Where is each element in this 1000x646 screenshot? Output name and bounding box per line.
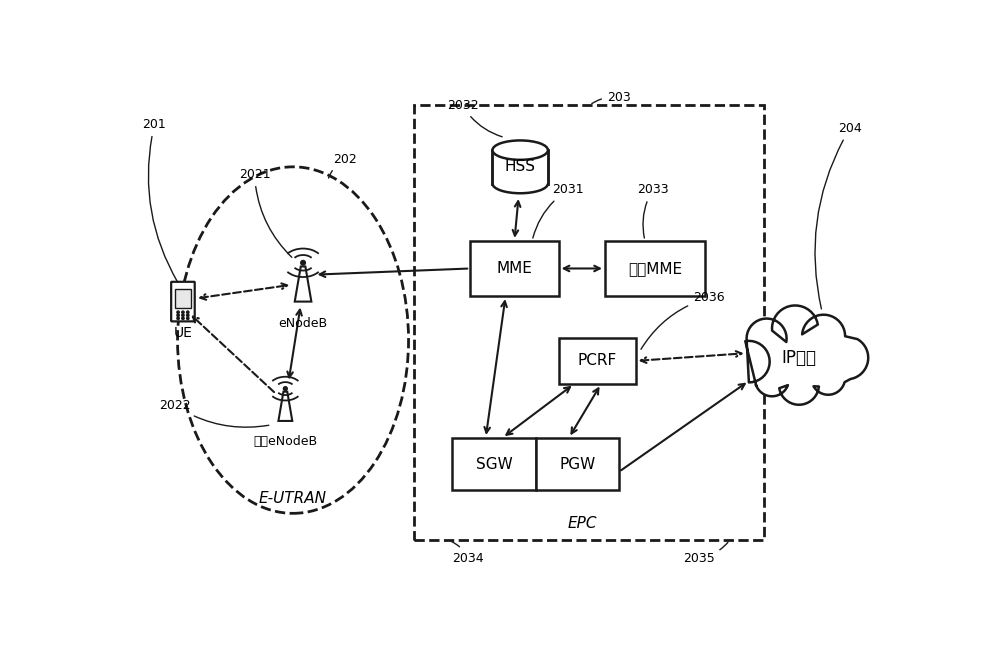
FancyBboxPatch shape bbox=[470, 241, 559, 297]
Text: PCRF: PCRF bbox=[578, 353, 617, 368]
Text: SGW: SGW bbox=[476, 457, 512, 472]
FancyBboxPatch shape bbox=[559, 338, 636, 384]
Text: EPC: EPC bbox=[567, 516, 597, 531]
Text: 2021: 2021 bbox=[239, 168, 292, 257]
Text: 204: 204 bbox=[815, 122, 862, 309]
Polygon shape bbox=[745, 306, 868, 405]
Text: 203: 203 bbox=[592, 91, 631, 104]
FancyBboxPatch shape bbox=[492, 150, 548, 183]
Circle shape bbox=[283, 387, 287, 391]
Text: 202: 202 bbox=[329, 152, 357, 178]
Circle shape bbox=[187, 311, 189, 313]
Ellipse shape bbox=[492, 140, 548, 160]
Circle shape bbox=[177, 314, 179, 317]
Text: 2022: 2022 bbox=[159, 399, 269, 427]
Text: 2031: 2031 bbox=[533, 183, 584, 238]
Text: HSS: HSS bbox=[505, 160, 536, 174]
Text: MME: MME bbox=[496, 261, 532, 276]
Text: 2036: 2036 bbox=[641, 291, 725, 349]
Text: 201: 201 bbox=[143, 118, 178, 282]
Circle shape bbox=[182, 311, 184, 313]
Text: PGW: PGW bbox=[559, 457, 595, 472]
Text: 2032: 2032 bbox=[447, 99, 502, 137]
Text: 2034: 2034 bbox=[451, 541, 484, 565]
Text: E-UTRAN: E-UTRAN bbox=[259, 491, 327, 506]
FancyBboxPatch shape bbox=[536, 438, 619, 490]
Ellipse shape bbox=[178, 167, 409, 514]
Circle shape bbox=[177, 317, 179, 320]
Text: 2035: 2035 bbox=[683, 543, 728, 565]
FancyBboxPatch shape bbox=[171, 282, 195, 321]
FancyBboxPatch shape bbox=[452, 438, 536, 490]
Circle shape bbox=[301, 260, 305, 265]
Circle shape bbox=[177, 311, 179, 313]
Text: 其它MME: 其它MME bbox=[628, 261, 682, 276]
Text: IP业务: IP业务 bbox=[781, 349, 816, 367]
Circle shape bbox=[182, 317, 184, 320]
FancyBboxPatch shape bbox=[175, 289, 191, 308]
Circle shape bbox=[187, 314, 189, 317]
FancyBboxPatch shape bbox=[605, 241, 705, 297]
Text: eNodeB: eNodeB bbox=[278, 317, 328, 330]
Polygon shape bbox=[278, 391, 292, 421]
Circle shape bbox=[187, 317, 189, 320]
Text: UE: UE bbox=[174, 326, 192, 340]
Text: 2033: 2033 bbox=[637, 183, 668, 238]
Circle shape bbox=[182, 314, 184, 317]
FancyBboxPatch shape bbox=[414, 105, 764, 540]
Text: 其它eNodeB: 其它eNodeB bbox=[253, 435, 317, 448]
Polygon shape bbox=[295, 267, 311, 302]
